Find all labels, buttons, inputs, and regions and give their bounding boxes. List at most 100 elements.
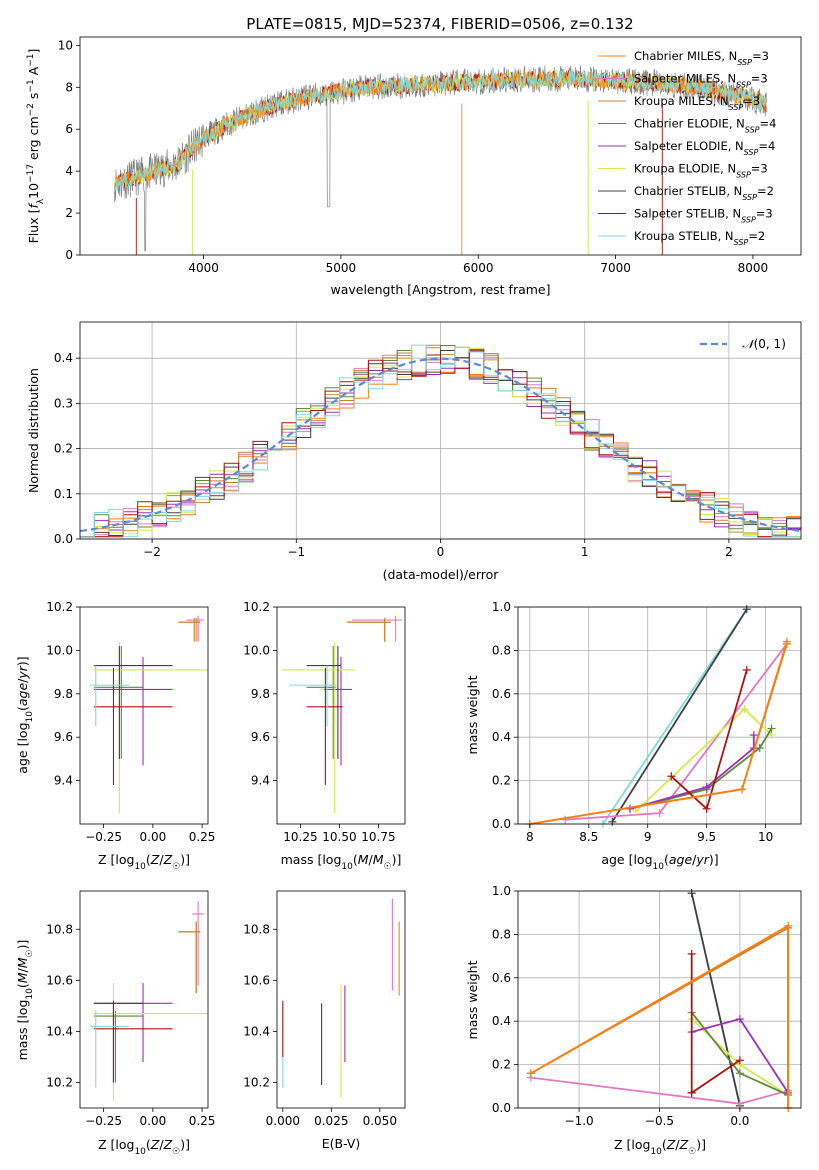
- weight-marker-salpeter_miles: [655, 809, 664, 818]
- y-tick-label: 1.0: [492, 884, 511, 898]
- x-tick-label: 0.00: [140, 1114, 167, 1128]
- y-tick-label: 10.8: [243, 922, 270, 936]
- plot-area-spectrum: [113, 65, 767, 255]
- x-tick-label: 0.00: [140, 830, 167, 844]
- x-tick-label: 10: [758, 830, 773, 844]
- y-tick-label: 0.4: [492, 730, 511, 744]
- y-tick-label: 9.4: [54, 774, 73, 788]
- x-tick-label: 0.050: [363, 1114, 397, 1128]
- weight-marker-salpeter_stelib: [742, 665, 751, 674]
- weight-marker-chabrier_stelib: [687, 889, 696, 898]
- plot-weight_vs_age: 8 8.5 9 9.5 10 0.0 0.2 0.4 0.6 0.8 1.0: [492, 600, 802, 844]
- weight-line-chabrier_elodie: [629, 728, 773, 810]
- x-tick-label: −0.25: [85, 1114, 122, 1128]
- axes-frame: [276, 890, 406, 1109]
- weight-marker-salpeter_elodie: [735, 1015, 744, 1024]
- x-tick-label: 0.025: [314, 1114, 348, 1128]
- plot-weight_vs_Z: −1.0 −0.5 0.0 0.0 0.2 0.4 0.6 0.8 1.0: [492, 884, 802, 1128]
- x-tick-label: 0.0: [730, 1114, 749, 1128]
- weight-marker-chabrier_stelib: [608, 817, 617, 826]
- y-tick-label: 0.2: [492, 774, 511, 788]
- y-axis-label: Normed distribution: [26, 368, 41, 493]
- plot-area-mass_vs_Z: [89, 901, 208, 1101]
- weight-marker-salpeter_stelib: [687, 1088, 696, 1097]
- x-tick-label: 1: [581, 545, 589, 559]
- weight-marker-salpeter_stelib: [735, 1056, 744, 1065]
- weight-marker-salpeter_elodie: [749, 731, 758, 740]
- weight-line-salpeter_stelib: [690, 953, 741, 1095]
- y-tick-label: 9.4: [251, 774, 270, 788]
- y-axis-label: Flux [fλ10−17 erg cm−2 s−1 A−1]: [26, 49, 46, 244]
- y-tick-label: 0.2: [54, 442, 73, 456]
- y-tick-label: 0.6: [492, 687, 511, 701]
- y-tick-label: 0.0: [492, 817, 511, 831]
- y-tick-label: 10.2: [243, 1075, 270, 1089]
- weight-marker-salpeter_elodie: [702, 783, 711, 792]
- x-axis-label: Z [log10(Z/Z☉)]: [614, 1137, 706, 1157]
- y-tick-label: 0.4: [492, 1014, 511, 1028]
- y-tick-label: 10.2: [243, 600, 270, 614]
- x-tick-label: 6000: [463, 261, 494, 275]
- weight-marker-chabrier_miles: [784, 921, 793, 930]
- y-tick-label: 10: [58, 38, 73, 52]
- y-tick-label: 10.4: [243, 1024, 270, 1038]
- y-tick-label: 0.1: [54, 487, 73, 501]
- weight-marker-chabrier_miles: [738, 785, 747, 794]
- axes-frame: [79, 321, 802, 540]
- x-axis-label: (data-model)/error: [383, 567, 500, 582]
- y-tick-label: 0.8: [492, 643, 511, 657]
- plot-residuals: −2 −1 0 1 2 0.0 0.1 0.2 0.3 0.4 (data-model)/error…: [26, 321, 802, 582]
- weight-marker-chabrier_miles: [526, 1069, 535, 1078]
- plot-mass_vs_Z: −0.25 0.00 0.25 10.2 10.4 10.6 10.8: [46, 890, 215, 1128]
- y-tick-label: 0.2: [492, 1058, 511, 1072]
- legend-label-salpeter_elodie: Salpeter ELODIE, NSSP=4: [634, 139, 775, 157]
- weight-marker-salpeter_stelib: [687, 949, 696, 958]
- x-tick-label: 0: [437, 545, 445, 559]
- axes-frame: [79, 890, 209, 1109]
- legend-label-normal: 𝒩(0, 1): [742, 337, 786, 351]
- x-tick-label: −0.5: [645, 1114, 674, 1128]
- weight-marker-kroupa_elodie: [740, 704, 749, 713]
- y-tick-label: 10.0: [46, 643, 73, 657]
- legend: Chabrier MILES, NSSP=3 Salpeter MILES, NS…: [598, 49, 776, 247]
- y-tick-label: 6: [65, 122, 73, 136]
- x-tick-label: 10.25: [283, 830, 317, 844]
- plot-area-mass_vs_ebv: [282, 898, 400, 1098]
- y-tick-label: 10.2: [46, 600, 73, 614]
- x-tick-label: 8: [526, 830, 534, 844]
- axes-frame: [79, 36, 802, 256]
- y-tick-label: 2: [65, 206, 73, 220]
- y-tick-label: 9.8: [251, 687, 270, 701]
- legend-label-chabrier_miles: Chabrier MILES, NSSP=3: [634, 49, 769, 67]
- x-axis-label: age [log10(age/yr)]: [601, 852, 718, 872]
- y-tick-label: 0.0: [54, 532, 73, 546]
- weight-marker-chabrier_elodie: [767, 724, 776, 733]
- axes-frame: [79, 606, 209, 825]
- weight-line-kroupa_miles: [529, 643, 788, 825]
- plot-area-age_vs_mass: [281, 615, 402, 814]
- axes-frame: [276, 606, 406, 825]
- y-tick-label: 10.2: [46, 1075, 73, 1089]
- y-tick-label: 10.6: [243, 973, 270, 987]
- x-tick-label: 9.5: [697, 830, 716, 844]
- axes-frame: [517, 890, 802, 1109]
- y-tick-label: 9.8: [54, 687, 73, 701]
- x-tick-label: −2: [143, 545, 161, 559]
- x-tick-label: 10.75: [361, 830, 395, 844]
- weight-marker-chabrier_miles: [782, 637, 791, 646]
- plot-mass_vs_ebv: 0.000 0.025 0.050 10.2 10.4 10.6 10.8: [243, 890, 406, 1128]
- y-tick-label: 8: [65, 80, 73, 94]
- weight-marker-salpeter_stelib: [702, 804, 711, 813]
- x-tick-label: 5000: [326, 261, 357, 275]
- weight-marker-chabrier_elodie: [735, 1069, 744, 1078]
- weight-marker-salpeter_miles: [561, 815, 570, 824]
- x-axis-label: E(B-V): [322, 1136, 361, 1151]
- weight-marker-kroupa_elodie: [631, 806, 640, 815]
- y-tick-label: 10.0: [243, 643, 270, 657]
- x-tick-label: −0.25: [85, 830, 122, 844]
- plot-area-age_vs_Z: [89, 615, 208, 814]
- x-tick-label: 9: [644, 830, 652, 844]
- plot-area-weight_vs_Z: [526, 889, 793, 1112]
- y-tick-label: 10.4: [46, 1024, 73, 1038]
